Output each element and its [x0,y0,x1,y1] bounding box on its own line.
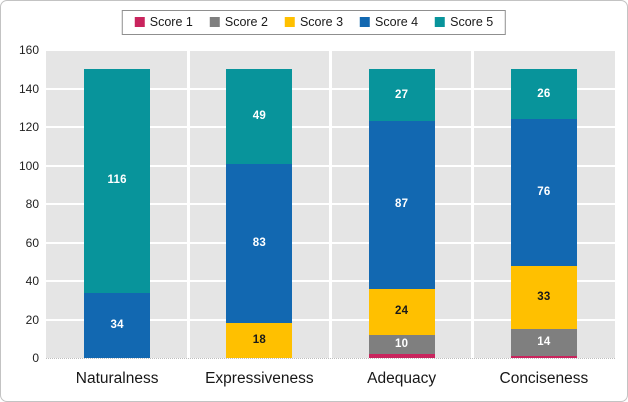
bar-segment [368,354,435,358]
bar: 18 83 49 [226,69,293,358]
x-axis-category-label: Expressiveness [205,370,314,387]
bar-segment: 26 [510,69,577,120]
bar-segment [510,356,577,358]
bar-segment-label: 14 [537,335,551,348]
bar-segment: 116 [84,69,151,293]
plot-area: 34 116 18 83 49 10 24 87 27 14 33 76 26 [46,49,615,358]
bar-segment: 49 [226,69,293,164]
legend-item: Score 3 [284,15,344,29]
bar-segment: 33 [510,265,577,330]
bar-segment-label: 10 [395,337,409,350]
y-axis-tick-label: 40 [25,274,39,288]
legend-label: Score 5 [450,15,494,29]
legend-item: Score 5 [435,16,493,29]
bar: 10 24 87 27 [368,69,435,358]
bar-segment-label: 26 [537,87,551,100]
legend-swatch-icon [435,17,446,28]
y-axis-tick-label: 160 [18,43,39,57]
bar-segment: 83 [226,163,293,324]
bar-segment-label: 76 [537,185,551,198]
bar-segment: 34 [84,292,151,358]
legend-item: Score 2 [209,15,268,29]
x-axis-category-label: Conciseness [499,370,589,387]
legend-swatch-icon [134,17,145,28]
bar-segment-label: 24 [395,305,409,318]
x-axis-line [46,358,615,359]
legend-label: Score 3 [299,15,344,29]
column-separator [329,50,332,358]
bar-segment: 14 [510,329,577,357]
legend-item: Score 1 [134,15,193,29]
bar-segment: 27 [368,69,435,122]
legend-swatch-icon [209,17,220,28]
legend-label: Score 1 [149,15,193,29]
bar: 34 116 [84,69,151,358]
legend-item: Score 4 [360,16,418,29]
bar-segment: 76 [510,119,577,266]
column-separator [186,50,190,358]
bar-segment-label: 87 [395,198,409,211]
x-axis-category-label: Adequacy [367,370,437,387]
bar-segment-label: 18 [252,333,266,346]
y-axis-tick-label: 140 [18,81,39,96]
y-axis-tick-label: 120 [18,120,39,134]
y-axis-tick-label: 80 [25,197,39,211]
bar-segment-label: 34 [110,318,124,331]
y-axis-tick-label: 100 [18,158,39,173]
y-axis-tick-label: 0 [32,351,39,365]
bar-segment-label: 27 [395,88,409,101]
legend-label: Score 4 [375,15,419,29]
y-axis-tick-label: 20 [25,312,39,327]
x-axis-category-label: Naturalness [75,370,159,387]
bar-segment-label: 116 [107,174,127,187]
y-axis-tick-label: 60 [25,235,39,250]
legend-swatch-icon [284,17,295,28]
legend-label: Score 2 [224,15,268,29]
bar-segment-label: 49 [252,109,266,122]
bar-segment: 87 [368,121,435,289]
bar-segment: 24 [368,288,435,335]
bar-segment: 10 [368,334,435,355]
bar: 14 33 76 26 [510,69,577,358]
column-separator [471,50,475,358]
bar-segment-label: 33 [537,290,551,303]
legend-swatch-icon [360,17,371,28]
bar-segment: 18 [226,323,293,358]
bar-segment-label: 83 [252,236,266,249]
legend: Score 1 Score 2 Score 3 Score 4 Score 5 [121,10,507,35]
